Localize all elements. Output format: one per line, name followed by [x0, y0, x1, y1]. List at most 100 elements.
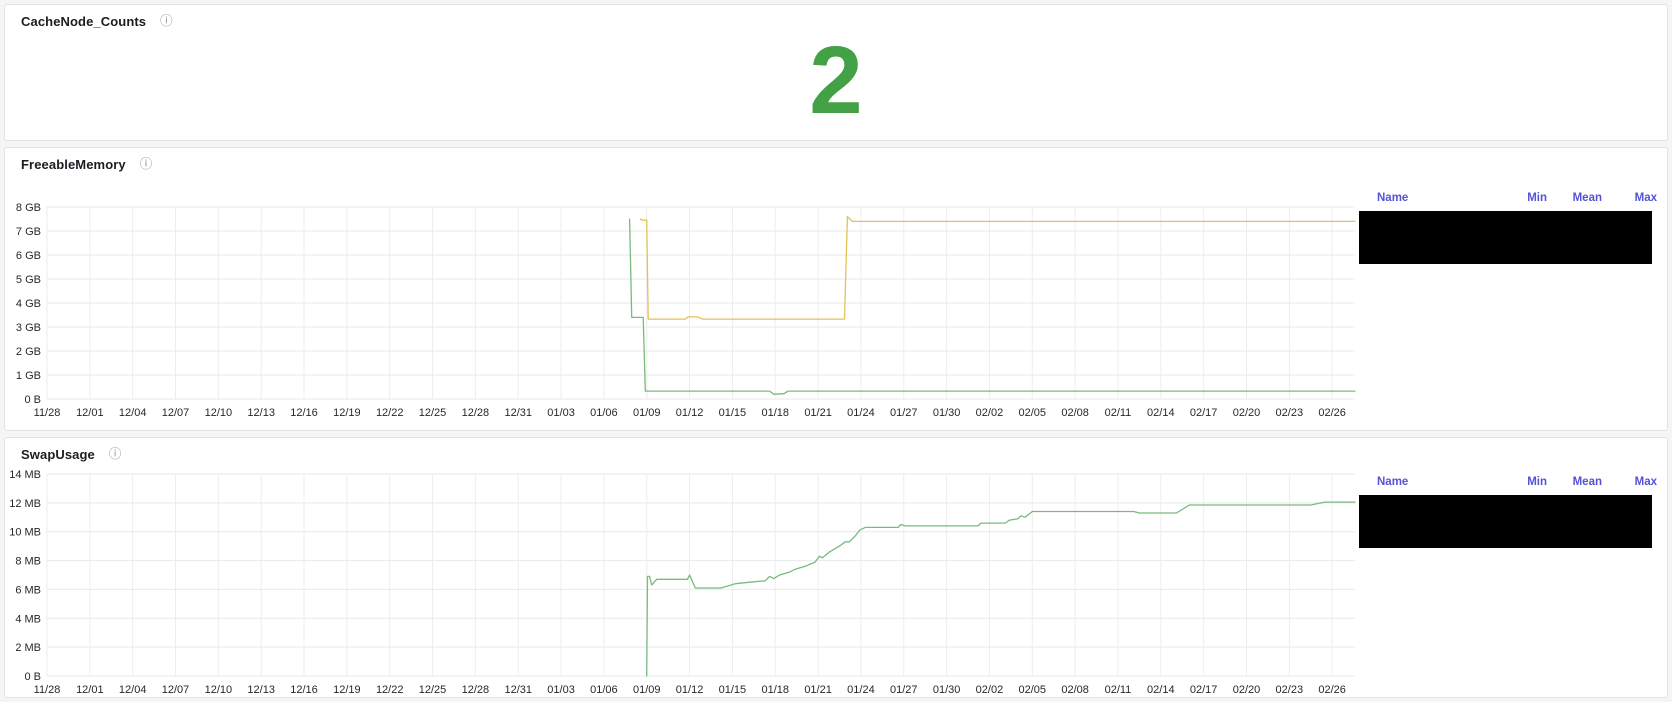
info-icon[interactable]: ⓘ: [108, 445, 122, 461]
svg-text:02/05: 02/05: [1019, 407, 1047, 419]
svg-text:8 MB: 8 MB: [15, 556, 41, 568]
svg-text:01/09: 01/09: [633, 684, 661, 696]
svg-text:02/23: 02/23: [1276, 407, 1304, 419]
panel-title-freeable-memory[interactable]: FreeableMemory: [21, 156, 126, 172]
legend-header-row: Name Min Mean Max: [1355, 476, 1657, 488]
legend-header-max[interactable]: Max: [1634, 476, 1657, 488]
svg-text:02/23: 02/23: [1276, 684, 1304, 696]
legend-header-min[interactable]: Min: [1527, 476, 1547, 488]
svg-text:01/03: 01/03: [547, 407, 575, 419]
svg-text:12/22: 12/22: [376, 684, 404, 696]
svg-text:01/30: 01/30: [933, 407, 961, 419]
panel-header: SwapUsage ⓘ: [5, 438, 1667, 470]
svg-text:02/20: 02/20: [1233, 684, 1261, 696]
svg-text:02/17: 02/17: [1190, 407, 1218, 419]
svg-text:01/24: 01/24: [847, 407, 875, 419]
svg-text:12/28: 12/28: [462, 407, 490, 419]
svg-text:12/28: 12/28: [462, 684, 490, 696]
svg-text:5 GB: 5 GB: [16, 274, 41, 286]
svg-text:01/18: 01/18: [761, 407, 789, 419]
svg-text:3 GB: 3 GB: [16, 322, 41, 334]
svg-text:7 GB: 7 GB: [16, 226, 41, 238]
svg-text:01/09: 01/09: [633, 407, 661, 419]
swap-usage-legend: Name Min Mean Max: [1355, 476, 1657, 548]
svg-text:01/24: 01/24: [847, 684, 875, 696]
panel-freeable-memory: FreeableMemory ⓘ 0 B 1 GB 2 GB 3 GB 4 GB 5 GB…: [4, 147, 1668, 431]
panel-title-cachenode-counts[interactable]: CacheNode_Counts: [21, 13, 147, 29]
svg-text:12/04: 12/04: [119, 407, 147, 419]
svg-text:14 MB: 14 MB: [9, 469, 41, 481]
info-icon[interactable]: ⓘ: [139, 155, 153, 171]
svg-text:2 GB: 2 GB: [16, 346, 41, 358]
svg-text:02/02: 02/02: [976, 407, 1004, 419]
svg-text:02/14: 02/14: [1147, 684, 1175, 696]
svg-text:01/12: 01/12: [676, 407, 704, 419]
svg-text:01/30: 01/30: [933, 684, 961, 696]
svg-text:02/26: 02/26: [1318, 407, 1346, 419]
svg-text:4 MB: 4 MB: [15, 613, 41, 625]
legend-header-name[interactable]: Name: [1377, 192, 1409, 204]
svg-text:12/07: 12/07: [162, 407, 190, 419]
legend-header-mean[interactable]: Mean: [1572, 476, 1602, 488]
svg-text:02/14: 02/14: [1147, 407, 1175, 419]
svg-text:01/27: 01/27: [890, 407, 918, 419]
svg-text:11/28: 11/28: [34, 684, 61, 696]
svg-text:12/31: 12/31: [504, 407, 532, 419]
svg-text:01/15: 01/15: [719, 684, 747, 696]
svg-text:0 B: 0 B: [24, 671, 41, 683]
svg-text:12/25: 12/25: [419, 407, 447, 419]
svg-text:02/08: 02/08: [1061, 407, 1089, 419]
legend-header-name[interactable]: Name: [1377, 476, 1409, 488]
svg-text:0 B: 0 B: [24, 394, 41, 406]
svg-text:12/16: 12/16: [290, 407, 318, 419]
svg-text:6 MB: 6 MB: [15, 584, 41, 596]
legend-header-max[interactable]: Max: [1634, 192, 1657, 204]
svg-text:12/01: 12/01: [76, 684, 104, 696]
svg-text:12/10: 12/10: [205, 684, 233, 696]
svg-text:01/18: 01/18: [761, 684, 789, 696]
svg-text:02/20: 02/20: [1233, 407, 1261, 419]
stat-area: 2: [5, 5, 1667, 140]
svg-text:01/15: 01/15: [719, 407, 747, 419]
svg-text:02/11: 02/11: [1105, 407, 1132, 419]
svg-text:12/04: 12/04: [119, 684, 147, 696]
svg-text:12/13: 12/13: [247, 684, 275, 696]
legend-header-mean[interactable]: Mean: [1572, 192, 1602, 204]
svg-text:12/07: 12/07: [162, 684, 190, 696]
svg-text:12/19: 12/19: [333, 684, 361, 696]
panel-cachenode-counts: CacheNode_Counts ⓘ 2: [4, 4, 1668, 141]
svg-text:12 MB: 12 MB: [9, 498, 41, 510]
stat-value: 2: [809, 26, 863, 134]
legend-redacted-rows: [1359, 211, 1652, 264]
svg-text:01/06: 01/06: [590, 684, 618, 696]
svg-text:10 MB: 10 MB: [9, 527, 41, 539]
svg-text:01/06: 01/06: [590, 407, 618, 419]
svg-text:01/27: 01/27: [890, 684, 918, 696]
svg-text:4 GB: 4 GB: [16, 298, 41, 310]
panel-header: CacheNode_Counts ⓘ: [5, 5, 1667, 37]
svg-text:12/25: 12/25: [419, 684, 447, 696]
legend-header-min[interactable]: Min: [1527, 192, 1547, 204]
svg-text:1 GB: 1 GB: [16, 370, 41, 382]
svg-text:12/13: 12/13: [247, 407, 275, 419]
svg-text:02/26: 02/26: [1318, 684, 1346, 696]
svg-text:02/17: 02/17: [1190, 684, 1218, 696]
svg-text:01/03: 01/03: [547, 684, 575, 696]
svg-text:01/12: 01/12: [676, 684, 704, 696]
svg-text:8 GB: 8 GB: [16, 202, 41, 214]
svg-text:01/21: 01/21: [804, 407, 832, 419]
svg-text:6 GB: 6 GB: [16, 250, 41, 262]
panel-title-swap-usage[interactable]: SwapUsage: [21, 446, 95, 462]
info-icon[interactable]: ⓘ: [160, 12, 173, 28]
svg-text:02/02: 02/02: [976, 684, 1004, 696]
svg-text:12/31: 12/31: [504, 684, 532, 696]
swap-usage-chart[interactable]: 0 B 2 MB 4 MB 6 MB 8 MB 10 MB 12 MB 14 MB 11/28 1…: [5, 438, 1365, 698]
svg-text:02/11: 02/11: [1105, 684, 1132, 696]
freeable-memory-chart[interactable]: 0 B 1 GB 2 GB 3 GB 4 GB 5 GB 6 GB 7 GB 8 GB 11/28…: [5, 178, 1365, 424]
svg-text:12/16: 12/16: [290, 684, 318, 696]
svg-text:02/08: 02/08: [1061, 684, 1089, 696]
panel-swap-usage: SwapUsage ⓘ 0 B 2 MB 4 MB 6 MB 8 MB 10 MB 12 M…: [4, 437, 1668, 698]
legend-header-row: Name Min Mean Max: [1355, 192, 1657, 204]
legend-redacted-rows: [1359, 495, 1652, 548]
